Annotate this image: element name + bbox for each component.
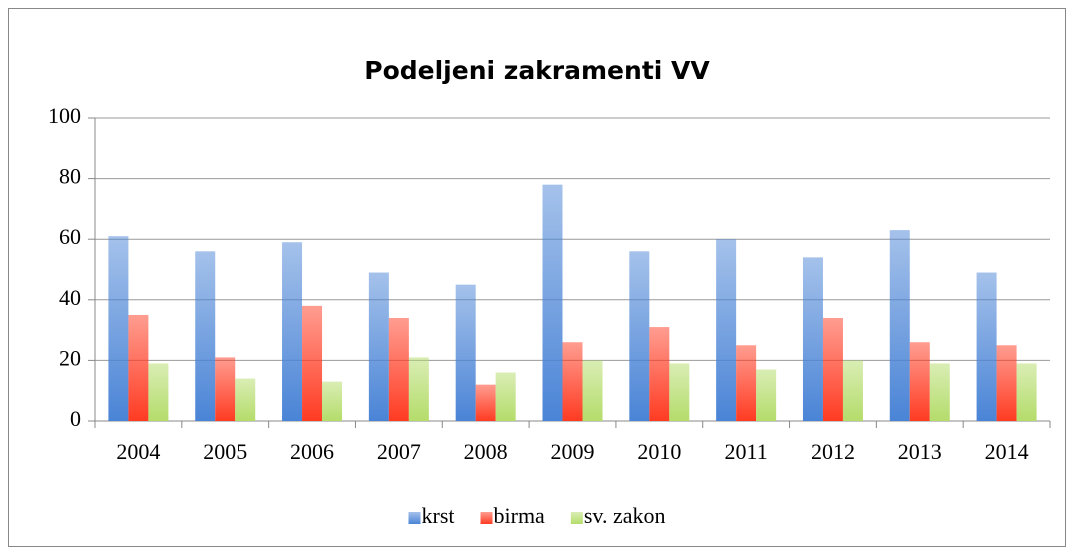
x-tick-label: 2007 (377, 439, 421, 464)
bar (322, 381, 343, 421)
bar (1016, 363, 1037, 421)
legend-swatch (480, 512, 493, 524)
x-tick-label: 2010 (637, 439, 681, 464)
legend-label: krst (422, 503, 455, 528)
legend-swatch (408, 512, 421, 524)
bar (736, 345, 757, 421)
bar (215, 357, 236, 421)
bar (996, 345, 1017, 421)
bar (475, 384, 496, 421)
bar (388, 317, 409, 421)
y-tick-label: 80 (59, 164, 81, 189)
x-tick-label: 2011 (725, 439, 768, 464)
bar (756, 369, 777, 421)
bar (889, 230, 910, 421)
bar (802, 257, 823, 421)
y-tick-label: 40 (59, 285, 81, 310)
bar (909, 342, 930, 421)
bar (629, 251, 650, 421)
bar (929, 363, 950, 421)
bar (282, 242, 303, 421)
bar (542, 184, 563, 421)
bar (235, 378, 256, 421)
bar (562, 342, 583, 421)
x-tick-label: 2014 (985, 439, 1029, 464)
bar (669, 363, 690, 421)
bar (976, 272, 997, 421)
bar (108, 236, 129, 421)
x-tick-label: 2012 (811, 439, 855, 464)
x-tick-label: 2004 (116, 439, 160, 464)
x-tick-label: 2009 (551, 439, 595, 464)
legend-swatch (570, 512, 583, 524)
bar (649, 327, 670, 421)
legend-label: sv. zakon (584, 503, 666, 528)
x-tick-label: 2006 (290, 439, 334, 464)
bar (822, 317, 843, 421)
legend: krst birma sv. zakon (408, 503, 666, 528)
bar (302, 305, 323, 421)
y-tick-label: 20 (59, 345, 81, 370)
legend-label: birma (494, 503, 546, 528)
bar (408, 357, 429, 421)
x-tick-label: 2013 (898, 439, 942, 464)
bar (495, 372, 516, 421)
x-tick-label: 2005 (203, 439, 247, 464)
y-tick-label: 60 (59, 224, 81, 249)
bar (128, 314, 149, 421)
bar (842, 360, 863, 421)
bar (195, 251, 216, 421)
y-tick-label: 0 (70, 406, 81, 431)
chart-title: Podeljeni zakramenti VV (364, 56, 710, 85)
bar (455, 284, 476, 421)
bar (716, 239, 737, 421)
y-tick-label: 100 (48, 103, 81, 128)
chart-frame (8, 8, 1066, 547)
x-tick-label: 2008 (464, 439, 508, 464)
bar (368, 272, 389, 421)
bar (148, 363, 169, 421)
bar (582, 360, 603, 421)
